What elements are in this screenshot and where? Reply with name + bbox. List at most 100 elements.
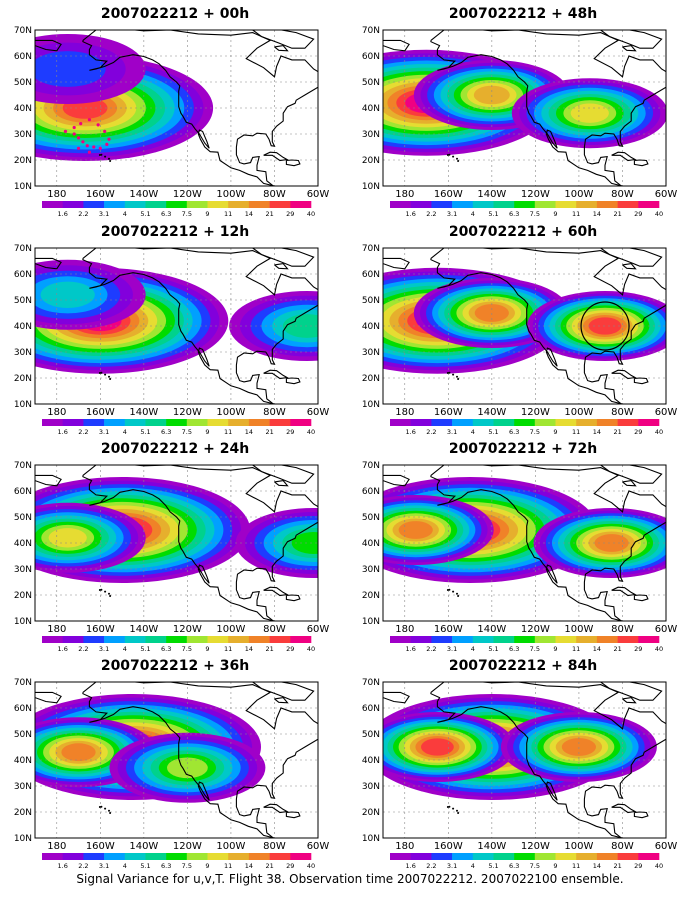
coastline [383, 39, 410, 52]
lon-tick-label: 80W [263, 841, 286, 852]
colorbar-label: 14 [245, 862, 253, 868]
lon-tick-label: 180 [47, 841, 66, 852]
map-frame [34, 464, 319, 622]
island [448, 588, 451, 591]
lon-tick-label: 100W [564, 407, 593, 418]
colorbar-swatch [452, 636, 474, 643]
coastline [285, 159, 301, 167]
colorbar-swatch [62, 419, 84, 426]
coastline [383, 257, 410, 270]
lon-tick-label: 140W [129, 841, 158, 852]
island [100, 371, 103, 374]
colorbar-swatch [83, 636, 105, 643]
coastline [622, 263, 637, 270]
colorbar-swatch [596, 853, 618, 860]
map-12h: 70N 60N 50N 40N 30N 20N 10N 180 160W 140W 120W 100W… [14, 244, 330, 434]
coastline [430, 692, 628, 838]
colorbar-label: 29 [286, 645, 294, 651]
lat-tick-label: 10N [362, 617, 380, 627]
lon-tick-label: 140W [129, 624, 158, 635]
colorbar-label: 29 [286, 428, 294, 434]
lon-tick-label: 60W [655, 841, 678, 852]
colorbar-swatch [186, 419, 208, 426]
colorbar-swatch [207, 853, 229, 860]
observation-dot [92, 145, 96, 149]
map-frame [382, 464, 667, 622]
coastline [600, 30, 663, 49]
colorbar-label: 3.1 [99, 862, 109, 868]
panel-48h: 2007022212 + 48h 70N 60N 50N 40N 30N 20N 10N 18… [358, 6, 688, 216]
colorbar-swatch [145, 201, 167, 208]
colorbar-label: 6.3 [161, 862, 171, 868]
observation-dot [87, 150, 92, 154]
panel-title: 2007022212 + 12h [100, 224, 250, 240]
colorbar-label: 21 [265, 428, 273, 434]
coastline [35, 39, 62, 52]
panel-60h: 2007022212 + 60h 70N 60N 50N 40N 30N 20N 10N 18… [358, 224, 688, 434]
island [457, 378, 460, 381]
colorbar-swatch [514, 201, 536, 208]
island [446, 372, 449, 375]
colorbar-swatch [228, 636, 250, 643]
lat-tick-label: 10N [14, 182, 32, 192]
colorbar-label: 11 [572, 210, 580, 216]
lat-tick-label: 50N [14, 78, 32, 88]
colorbar-swatch [472, 636, 494, 643]
island [98, 806, 101, 809]
colorbar-swatch [576, 853, 598, 860]
colorbar-label: 4 [471, 645, 475, 651]
island [448, 805, 451, 808]
coastline [611, 803, 637, 814]
lon-tick-label: 180 [395, 841, 414, 852]
colorbar-swatch [596, 636, 618, 643]
colorbar-label: 3.1 [447, 210, 457, 216]
lon-tick-label: 180 [47, 407, 66, 418]
colorbar-label: 4 [123, 862, 127, 868]
colorbar-label: 21 [265, 645, 273, 651]
colorbar-label: 11 [572, 645, 580, 651]
coastline [82, 682, 318, 838]
colorbar-label: 3.1 [447, 645, 457, 651]
lon-tick-label: 100W [564, 189, 593, 200]
colorbar-label: 6.3 [161, 210, 171, 216]
colorbar-label: 21 [265, 862, 273, 868]
coastline [430, 40, 628, 186]
colorbar-label: 1.6 [58, 645, 68, 651]
colorbar-swatch [166, 201, 188, 208]
colorbar-swatch [124, 853, 146, 860]
shading-layer [383, 30, 666, 186]
colorbar-swatch [431, 636, 453, 643]
lon-tick-label: 120W [521, 624, 550, 635]
colorbar-swatch [617, 201, 639, 208]
lat-tick-label: 60N [362, 52, 380, 62]
lon-tick-label: 80W [611, 407, 634, 418]
coastline [633, 377, 649, 385]
colorbar-swatch [534, 636, 556, 643]
colorbar-label: 9 [553, 428, 557, 434]
island [104, 373, 107, 376]
colorbar-label: 5.1 [140, 428, 150, 434]
colorbar-swatch [186, 853, 208, 860]
coastline [274, 697, 289, 704]
colorbar-swatch [638, 636, 660, 643]
lat-tick-label: 40N [362, 539, 380, 549]
colorbar-swatch [104, 636, 126, 643]
colorbar-label: 6.3 [161, 645, 171, 651]
observation-dot [96, 123, 100, 127]
colorbar-swatch [410, 201, 432, 208]
colorbar-label: 4 [123, 210, 127, 216]
island [446, 806, 449, 809]
coastline [430, 248, 666, 404]
island [98, 589, 101, 592]
map-frame [382, 681, 667, 839]
coastline [252, 30, 315, 49]
lon-tick-label: 80W [611, 624, 634, 635]
lon-tick-label: 100W [216, 841, 245, 852]
lon-tick-label: 60W [307, 407, 330, 418]
colorbar-label: 9 [205, 428, 209, 434]
colorbar-swatch [452, 201, 474, 208]
lat-tick-label: 20N [362, 156, 380, 166]
colorbar-swatch [534, 853, 556, 860]
colorbar-swatch [514, 853, 536, 860]
map-frame [382, 247, 667, 405]
